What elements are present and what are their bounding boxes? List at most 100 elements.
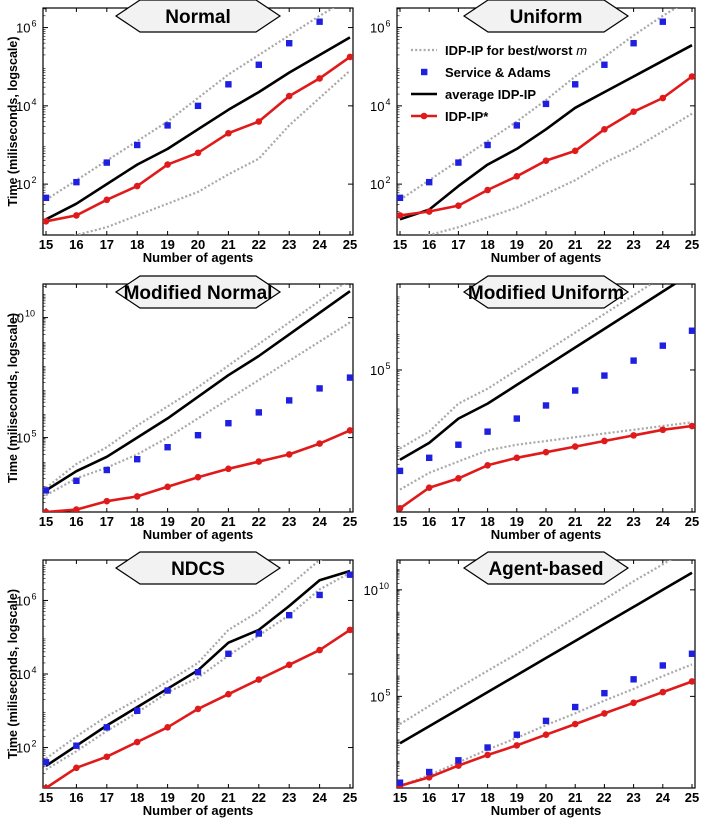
y-tick-label: 10 — [370, 689, 384, 704]
x-tick-label: 19 — [510, 790, 524, 805]
sa-point — [630, 357, 637, 364]
ipstar-point — [688, 422, 695, 430]
ipstar-point — [73, 212, 80, 219]
x-tick-label: 22 — [597, 790, 611, 805]
ipstar-point — [397, 504, 404, 512]
series-line-lower — [45, 321, 351, 497]
x-tick-label: 22 — [597, 514, 611, 529]
sa-point — [255, 630, 262, 637]
sa-point — [316, 385, 323, 392]
x-tick-label: 21 — [568, 790, 582, 805]
title-banner — [114, 551, 282, 585]
sa-point — [194, 102, 202, 110]
chart-title: Normal — [165, 7, 230, 28]
ipstar-point — [659, 426, 667, 434]
x-axis-label: Number of agents — [143, 803, 254, 818]
x-tick-label: 21 — [568, 514, 582, 529]
x-tick-label: 18 — [480, 514, 494, 529]
y-tick-label: 10 — [370, 363, 384, 378]
x-tick-label: 21 — [568, 237, 582, 252]
y-tick-label-exponent: 2 — [386, 175, 391, 185]
series-line-lower — [399, 663, 693, 787]
series-group — [397, 284, 695, 512]
sa-point — [659, 342, 666, 349]
x-tick-label: 19 — [160, 790, 174, 805]
chart-panel-5: 15 16 17 18 19 20 21 22 23 24 25 Number of agents 10… — [364, 551, 699, 818]
x-tick-label: 25 — [343, 514, 357, 529]
sa-point — [513, 731, 520, 738]
y-tick-label-exponent: 4 — [386, 97, 391, 107]
series-group — [43, 8, 353, 235]
y-tick-label: 10 — [16, 667, 30, 682]
sa-point — [346, 374, 353, 381]
ipstar-point — [601, 710, 608, 717]
ipstar-point — [688, 678, 695, 685]
ipstar-point — [455, 475, 462, 482]
x-tick-label: 18 — [130, 237, 144, 252]
y-tick-label-exponent: 4 — [32, 665, 37, 675]
series-line-upper — [399, 8, 678, 201]
y-tick-label: 10 — [16, 99, 30, 114]
ipstar-point — [346, 626, 353, 634]
sa-point — [134, 456, 141, 463]
y-axis-label: Time (miliseconds, logscale) — [6, 313, 20, 483]
x-tick-label: 21 — [221, 237, 235, 252]
x-tick-label: 23 — [282, 237, 296, 252]
ipstar-point — [630, 108, 637, 116]
legend-entry: average IDP-IP — [411, 87, 536, 102]
x-axis-label: Number of agents — [143, 250, 254, 265]
sa-point — [103, 724, 110, 731]
sa-point — [286, 611, 293, 619]
x-tick-label: 16 — [69, 514, 83, 529]
series-line-avg — [399, 44, 693, 221]
ipstar-point — [571, 443, 579, 450]
y-tick-label-exponent: 2 — [32, 175, 37, 185]
ipstar-point — [542, 731, 550, 739]
legend-label-italic: m — [576, 43, 587, 58]
x-tick-label: 19 — [160, 514, 174, 529]
ipstar-point — [513, 742, 521, 749]
ipstar-point — [425, 208, 433, 215]
x-tick-label: 15 — [393, 237, 407, 252]
title-banner — [114, 275, 282, 309]
ipstar-point — [164, 161, 171, 168]
ipstar-point — [194, 473, 202, 481]
ipstar-point — [164, 724, 171, 731]
ipstar-point — [455, 202, 462, 209]
ipstar-point — [659, 94, 667, 102]
ipstar-point — [630, 432, 637, 439]
sa-point — [426, 454, 433, 462]
title-banner — [114, 0, 282, 33]
y-tick-label-exponent: 10 — [25, 309, 35, 319]
y-tick-label-exponent: 5 — [386, 361, 391, 371]
x-tick-label: 16 — [422, 790, 436, 805]
chart-title: Uniform — [510, 7, 583, 28]
y-axis-label: Time (miliseconds, logscale) — [6, 37, 20, 207]
x-tick-label: 23 — [626, 514, 640, 529]
x-tick-label: 24 — [312, 790, 327, 805]
x-tick-label: 20 — [539, 514, 553, 529]
y-tick-label: 10 — [10, 311, 24, 326]
x-tick-label: 22 — [252, 237, 266, 252]
x-tick-label: 22 — [597, 237, 611, 252]
ipstar-point — [73, 506, 80, 512]
y-tick-label: 10 — [16, 593, 30, 608]
sa-point — [513, 415, 520, 422]
x-tick-label: 19 — [160, 237, 174, 252]
x-tick-label: 24 — [656, 514, 671, 529]
ipstar-point — [164, 483, 171, 491]
sa-point — [73, 742, 80, 749]
sa-point — [225, 81, 232, 88]
y-tick-label-exponent: 5 — [32, 429, 37, 439]
sa-point — [397, 194, 404, 202]
ipstar-point — [484, 186, 491, 194]
ipstar-point — [133, 738, 141, 746]
legend-entry: Service & Adams — [421, 65, 551, 80]
sa-point — [194, 668, 202, 676]
sa-point — [346, 571, 353, 578]
x-tick-label: 15 — [393, 514, 407, 529]
x-axis-label: Number of agents — [143, 527, 254, 542]
x-tick-label: 25 — [343, 790, 357, 805]
